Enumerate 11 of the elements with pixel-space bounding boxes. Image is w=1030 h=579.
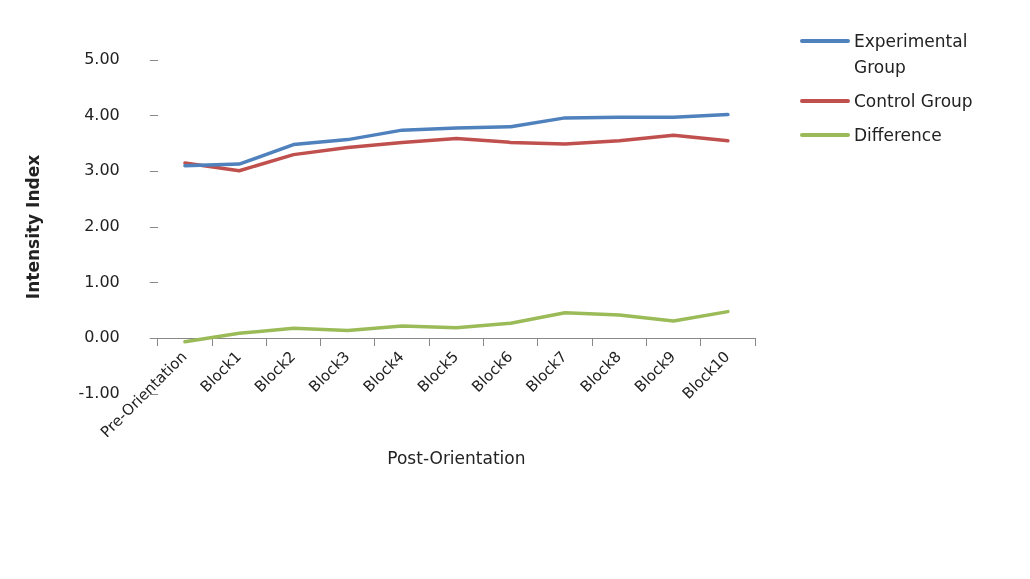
y-tick-label: 5.00 [84,49,120,69]
legend-label: Experimental Group [854,30,969,79]
y-axis-title: Intensity Index [22,154,43,300]
y-tick-label: 4.00 [84,104,120,124]
y-tick-label: 3.00 [84,160,120,180]
legend-label: Control Group [854,90,973,113]
y-tick-label: 0.00 [84,327,120,347]
y-tick-label: 1.00 [84,271,120,291]
y-tick-label: 2.00 [84,216,120,236]
x-axis-title: Post-Orientation [387,447,526,468]
legend-label: Difference [854,124,942,147]
